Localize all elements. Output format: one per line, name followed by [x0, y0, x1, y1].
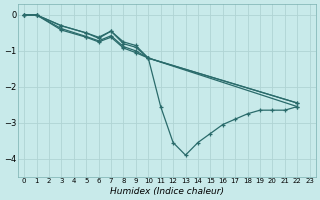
X-axis label: Humidex (Indice chaleur): Humidex (Indice chaleur) — [110, 187, 224, 196]
